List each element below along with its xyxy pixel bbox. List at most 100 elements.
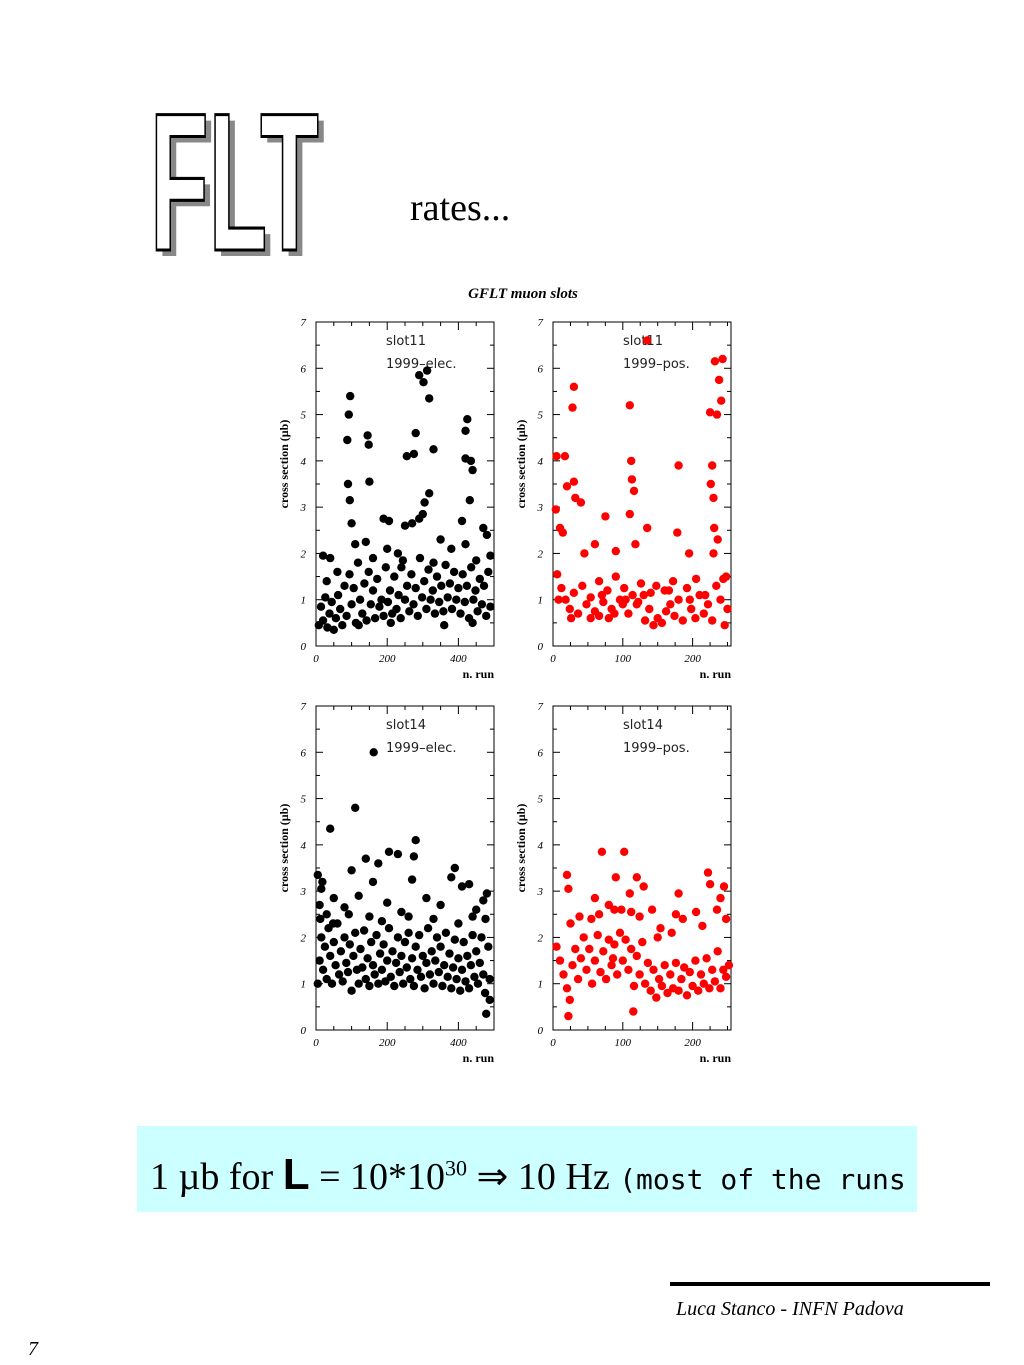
data-point — [431, 956, 440, 965]
data-point — [587, 914, 596, 924]
data-point — [438, 981, 447, 991]
y-tick-label: 2 — [301, 548, 307, 560]
data-point — [615, 928, 625, 937]
data-point — [677, 974, 686, 984]
data-point — [363, 954, 372, 963]
data-point — [568, 403, 577, 412]
data-point — [331, 614, 341, 623]
data-point — [440, 961, 449, 970]
data-point — [475, 958, 484, 968]
data-point — [479, 523, 488, 533]
data-point — [624, 609, 633, 618]
data-point — [705, 408, 715, 417]
data-point — [576, 954, 586, 963]
data-point — [420, 498, 429, 507]
data-point — [441, 928, 451, 937]
y-tick-label: 4 — [301, 456, 307, 468]
data-point — [582, 965, 591, 974]
data-point — [461, 540, 470, 549]
data-point — [358, 609, 367, 618]
data-point — [471, 586, 480, 595]
y-tick-label: 5 — [538, 794, 544, 806]
data-point — [718, 354, 727, 364]
data-point — [415, 553, 425, 563]
panel-label-line-1: slot11 — [386, 334, 426, 349]
data-point — [660, 586, 669, 595]
data-point — [358, 963, 367, 972]
x-axis-label: n. run — [463, 1051, 495, 1065]
y-axis-label: cross section (µb) — [514, 420, 528, 509]
data-point — [327, 979, 337, 988]
data-point — [617, 905, 626, 914]
data-point — [660, 961, 669, 970]
data-point — [564, 884, 573, 893]
data-point — [613, 970, 622, 979]
chart-panel-3: 0 1 2 3 4 5 6 7 0 200 400 n. run cross section (µb) s… — [277, 701, 495, 1065]
data-point — [599, 947, 608, 956]
y-tick-label: 3 — [537, 502, 544, 514]
data-point — [652, 581, 661, 590]
data-point — [443, 972, 452, 981]
data-point — [375, 602, 384, 611]
data-point — [611, 572, 620, 581]
data-point — [482, 1009, 491, 1018]
data-point — [573, 974, 583, 984]
data-point — [457, 965, 467, 974]
data-point — [559, 970, 568, 979]
data-point — [618, 956, 627, 965]
data-point — [361, 537, 370, 547]
data-point — [336, 604, 345, 614]
data-point — [452, 974, 461, 984]
data-point — [634, 597, 643, 607]
data-point — [610, 940, 619, 949]
data-point — [434, 967, 443, 977]
data-point — [573, 609, 583, 618]
data-point — [343, 435, 352, 445]
data-point — [367, 937, 376, 947]
data-point — [461, 426, 470, 435]
data-point — [344, 910, 353, 919]
data-point — [696, 970, 706, 979]
data-point — [365, 477, 374, 486]
data-point — [415, 930, 424, 940]
data-point — [463, 415, 472, 424]
data-point — [395, 967, 404, 977]
subtitle: rates... — [410, 187, 511, 229]
data-point — [445, 579, 455, 588]
data-point — [436, 942, 445, 951]
data-point — [640, 979, 650, 988]
x-axis-label: n. run — [463, 667, 495, 681]
data-point — [582, 600, 591, 609]
data-point — [356, 944, 365, 954]
data-point — [596, 967, 605, 977]
data-point — [422, 958, 431, 968]
data-point — [721, 914, 731, 924]
data-point — [463, 951, 472, 961]
y-tick-label: 0 — [538, 641, 544, 653]
x-tick-label: 100 — [615, 1037, 632, 1049]
data-point — [646, 986, 655, 995]
data-point — [355, 595, 365, 604]
data-point — [552, 942, 561, 951]
data-point — [671, 910, 681, 919]
data-point — [388, 947, 397, 956]
data-point — [326, 951, 335, 961]
data-point — [562, 482, 572, 491]
data-point — [416, 972, 426, 981]
y-tick-label: 6 — [301, 363, 307, 375]
data-point — [682, 991, 692, 1000]
data-point — [400, 595, 410, 604]
data-point — [361, 974, 370, 984]
flt-title-graphic: FLT FLT — [149, 71, 325, 267]
data-point — [719, 882, 729, 891]
data-point — [454, 583, 463, 593]
data-point — [594, 611, 604, 621]
data-point — [482, 611, 491, 621]
data-point — [590, 893, 600, 903]
data-point — [447, 604, 457, 614]
data-point — [703, 600, 713, 609]
y-tick-label: 0 — [301, 641, 307, 653]
y-tick-label: 6 — [538, 747, 544, 759]
data-point — [437, 581, 446, 590]
